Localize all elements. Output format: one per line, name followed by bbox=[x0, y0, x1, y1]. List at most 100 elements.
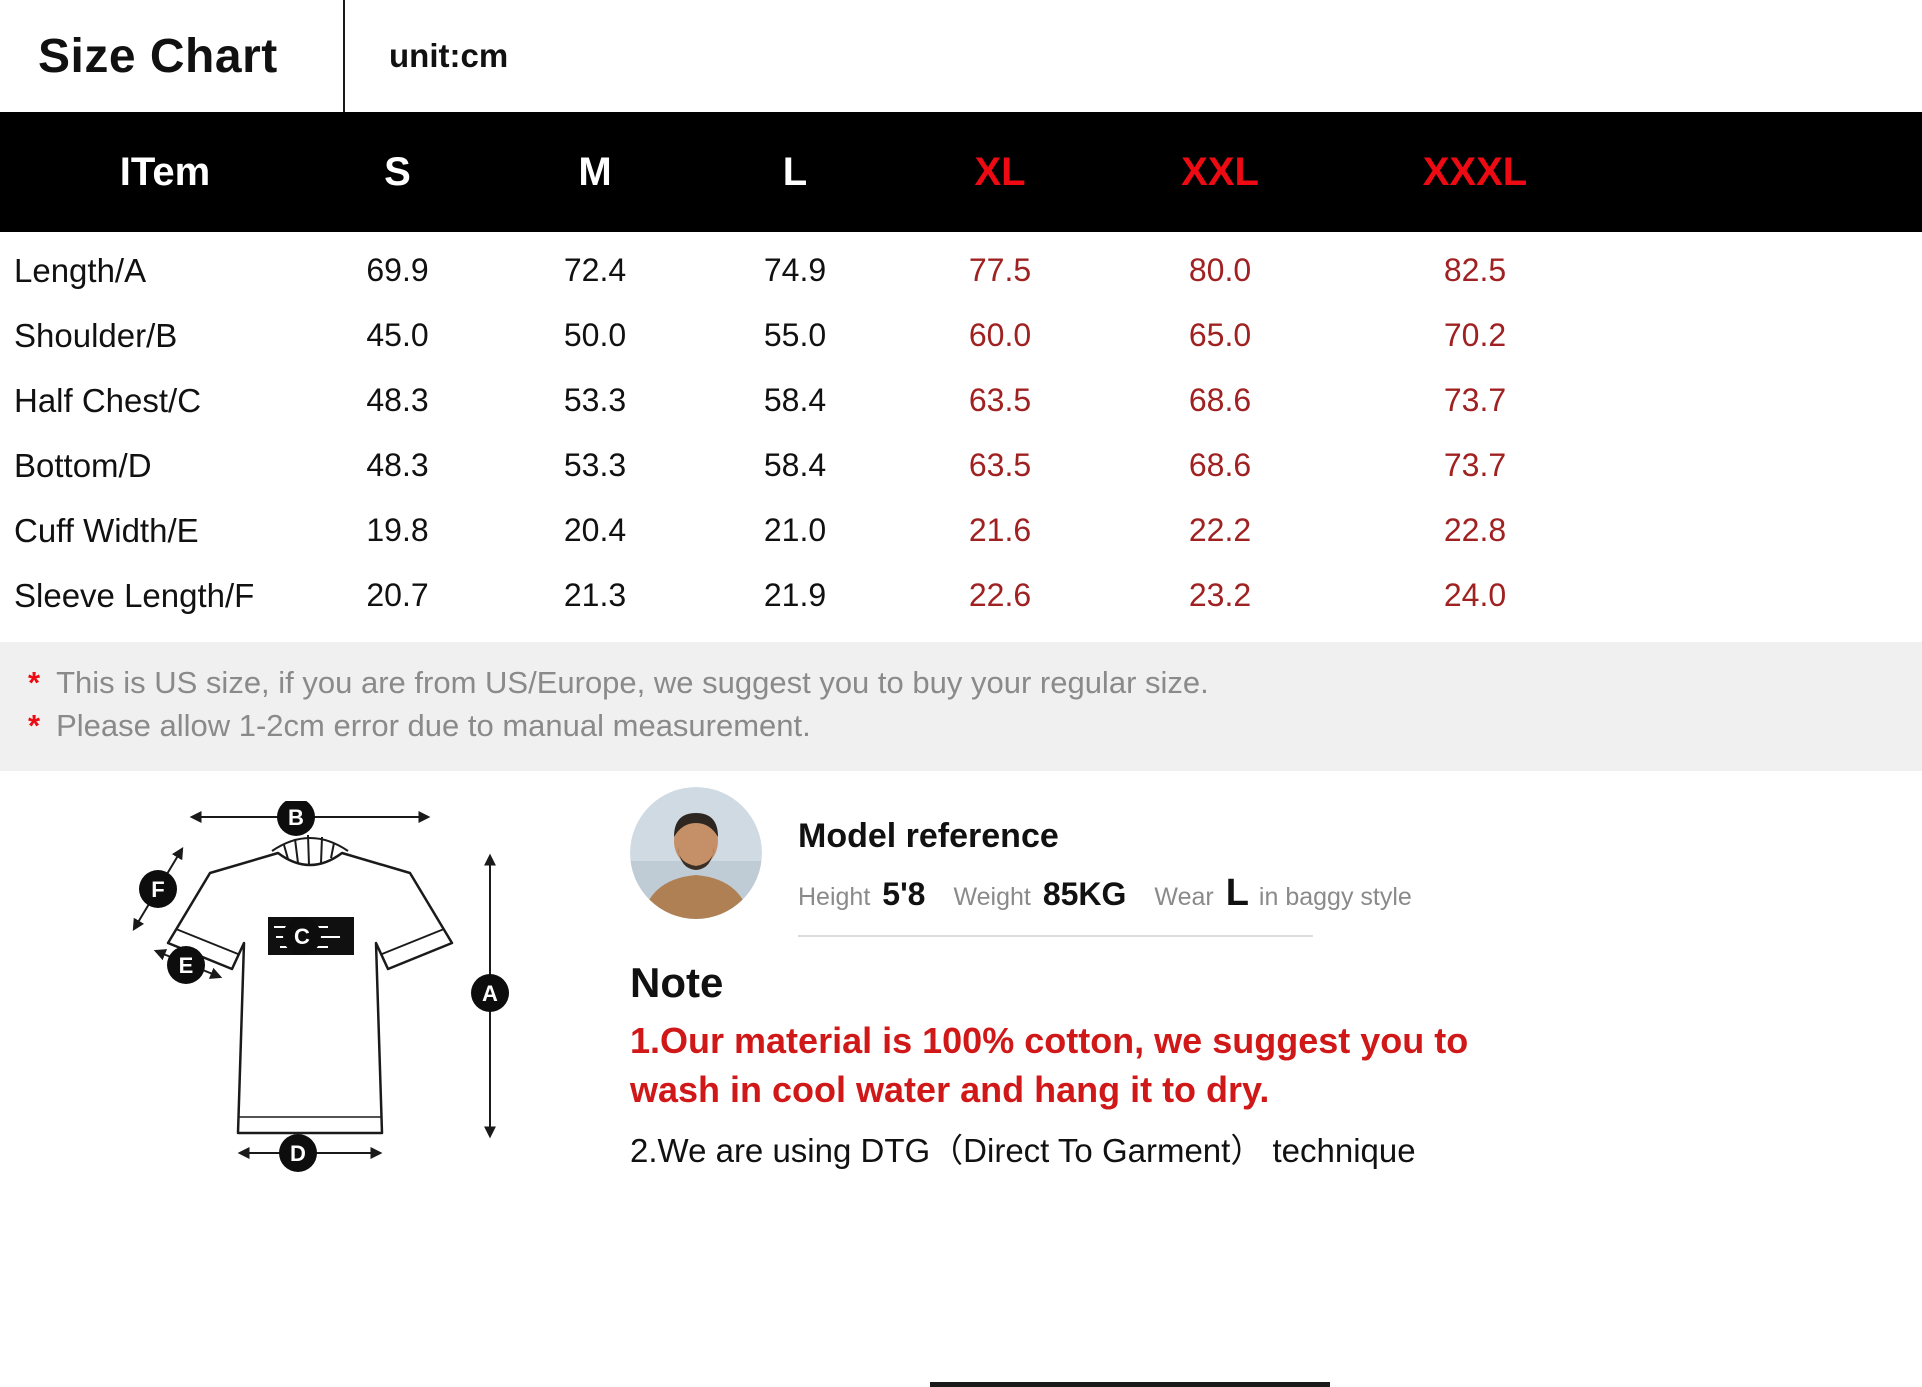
table-row: Cuff Width/E 19.8 20.4 21.0 21.6 22.2 22.8 bbox=[0, 498, 1922, 563]
size-value: 20.4 bbox=[563, 512, 627, 548]
note-line: * Please allow 1-2cm error due to manual… bbox=[28, 708, 1894, 744]
measure-badge-a: A bbox=[471, 974, 509, 1012]
size-value: 60.0 bbox=[968, 317, 1032, 353]
row-label: Cuff Width/E bbox=[14, 511, 199, 549]
model-and-notes-column: Model reference Height 5'8 Weight 85KG W… bbox=[600, 785, 1922, 1173]
size-value: 65.0 bbox=[1188, 317, 1252, 353]
asterisk-icon: * bbox=[28, 708, 41, 743]
table-row: Bottom/D 48.3 53.3 58.4 63.5 68.6 73.7 bbox=[0, 433, 1922, 498]
column-header-l: L bbox=[782, 149, 808, 194]
measure-badge-b: B bbox=[277, 801, 315, 836]
measure-badge-e: E bbox=[167, 946, 205, 984]
column-header-xxl: XXL bbox=[1181, 149, 1259, 194]
svg-text:D: D bbox=[290, 1141, 306, 1166]
measure-badge-d: D bbox=[279, 1134, 317, 1172]
table-row: Half Chest/C 48.3 53.3 58.4 63.5 68.6 73.7 bbox=[0, 368, 1922, 433]
size-value: 22.2 bbox=[1188, 512, 1252, 548]
svg-text:E: E bbox=[179, 953, 194, 978]
table-header-row: ITem S M L XL XXL XXXL bbox=[0, 112, 1922, 232]
size-value: 21.6 bbox=[968, 512, 1032, 548]
size-value: 50.0 bbox=[563, 317, 627, 353]
size-value: 20.7 bbox=[366, 577, 429, 613]
column-header-xl: XL bbox=[974, 149, 1026, 194]
bottom-section: B F C A E bbox=[0, 771, 1922, 1173]
tshirt-details bbox=[175, 834, 445, 1118]
size-value: 45.0 bbox=[366, 317, 429, 353]
column-header-item: ITem bbox=[119, 149, 211, 194]
note-block: Note 1.Our material is 100% cotton, we s… bbox=[630, 959, 1922, 1172]
measure-badge-f: F bbox=[139, 870, 177, 908]
table-row: Sleeve Length/F 20.7 21.3 21.9 22.6 23.2 24.0 bbox=[0, 563, 1922, 628]
height-label: Height bbox=[798, 883, 871, 911]
size-value: 77.5 bbox=[968, 252, 1032, 288]
size-value: 24.0 bbox=[1443, 577, 1507, 613]
asterisk-icon: * bbox=[28, 665, 41, 700]
size-value: 68.6 bbox=[1188, 382, 1252, 418]
svg-text:F: F bbox=[151, 877, 164, 902]
height-value: 5'8 bbox=[882, 876, 926, 912]
tshirt-measurement-diagram: B F C A E bbox=[132, 801, 509, 1172]
unit-label: unit:cm bbox=[389, 37, 509, 74]
size-value: 19.8 bbox=[366, 512, 429, 548]
column-header-m: M bbox=[578, 149, 612, 194]
row-label: Sleeve Length/F bbox=[14, 576, 255, 614]
header-divider bbox=[343, 0, 345, 112]
diagram-column: B F C A E bbox=[0, 785, 600, 1173]
size-value: 48.3 bbox=[366, 382, 429, 418]
size-value: 21.9 bbox=[763, 577, 827, 613]
size-value: 48.3 bbox=[366, 447, 429, 483]
tshirt-outline bbox=[166, 851, 454, 1135]
measure-badge-c: C bbox=[283, 917, 321, 955]
notes-section: * This is US size, if you are from US/Eu… bbox=[0, 642, 1922, 771]
note-line-1: 1.Our material is 100% cotton, we sugges… bbox=[630, 1020, 1469, 1110]
model-info: Model reference Height 5'8 Weight 85KG W… bbox=[798, 787, 1412, 937]
wear-value: L bbox=[1225, 872, 1249, 914]
size-value: 21.0 bbox=[763, 512, 827, 548]
size-value: 63.5 bbox=[968, 447, 1032, 483]
note-text: This is US size, if you are from US/Euro… bbox=[56, 665, 1209, 700]
page-title: Size Chart bbox=[38, 29, 278, 83]
size-value: 68.6 bbox=[1188, 447, 1252, 483]
next-section-cutoff-bar bbox=[930, 1382, 1330, 1387]
note-line-2: 2.We are using DTG（Direct To Garment） te… bbox=[630, 1132, 1416, 1170]
size-value: 22.8 bbox=[1443, 512, 1507, 548]
row-label: Bottom/D bbox=[14, 446, 152, 484]
column-header-s: S bbox=[384, 149, 411, 194]
table-row: Length/A 69.9 72.4 74.9 77.5 80.0 82.5 bbox=[0, 238, 1922, 303]
size-value: 72.4 bbox=[563, 252, 627, 288]
column-header-xxxl: XXXL bbox=[1422, 149, 1528, 194]
size-value: 21.3 bbox=[563, 577, 627, 613]
row-label: Length/A bbox=[14, 251, 147, 289]
size-value: 23.2 bbox=[1188, 577, 1252, 613]
note-line: * This is US size, if you are from US/Eu… bbox=[28, 665, 1894, 701]
svg-text:B: B bbox=[288, 805, 304, 830]
model-photo bbox=[630, 787, 762, 919]
note-text: Please allow 1-2cm error due to manual m… bbox=[56, 708, 811, 743]
size-value: 73.7 bbox=[1443, 447, 1507, 483]
size-value: 63.5 bbox=[968, 382, 1032, 418]
size-value: 70.2 bbox=[1443, 317, 1507, 353]
size-value: 82.5 bbox=[1443, 252, 1507, 288]
size-value: 74.9 bbox=[763, 252, 827, 288]
weight-label: Weight bbox=[953, 883, 1031, 911]
row-label: Shoulder/B bbox=[14, 316, 178, 354]
size-value: 58.4 bbox=[763, 447, 827, 483]
size-value: 55.0 bbox=[763, 317, 827, 353]
measurement-badges: B F C A E bbox=[139, 801, 509, 1172]
size-value: 69.9 bbox=[366, 252, 429, 288]
wear-style-text: in baggy style bbox=[1258, 883, 1412, 911]
model-photo-image bbox=[630, 787, 762, 919]
size-value: 53.3 bbox=[563, 382, 627, 418]
row-label: Half Chest/C bbox=[14, 381, 202, 419]
size-value: 73.7 bbox=[1443, 382, 1507, 418]
weight-value: 85KG bbox=[1042, 876, 1127, 912]
wear-label: Wear bbox=[1154, 883, 1214, 911]
note-heading: Note bbox=[630, 959, 724, 1006]
page-header: Size Chart unit:cm bbox=[0, 0, 1922, 112]
svg-text:C: C bbox=[294, 924, 310, 949]
model-reference-heading: Model reference bbox=[798, 817, 1059, 855]
size-value: 80.0 bbox=[1188, 252, 1252, 288]
size-value: 58.4 bbox=[763, 382, 827, 418]
model-reference-row: Model reference Height 5'8 Weight 85KG W… bbox=[630, 787, 1922, 937]
